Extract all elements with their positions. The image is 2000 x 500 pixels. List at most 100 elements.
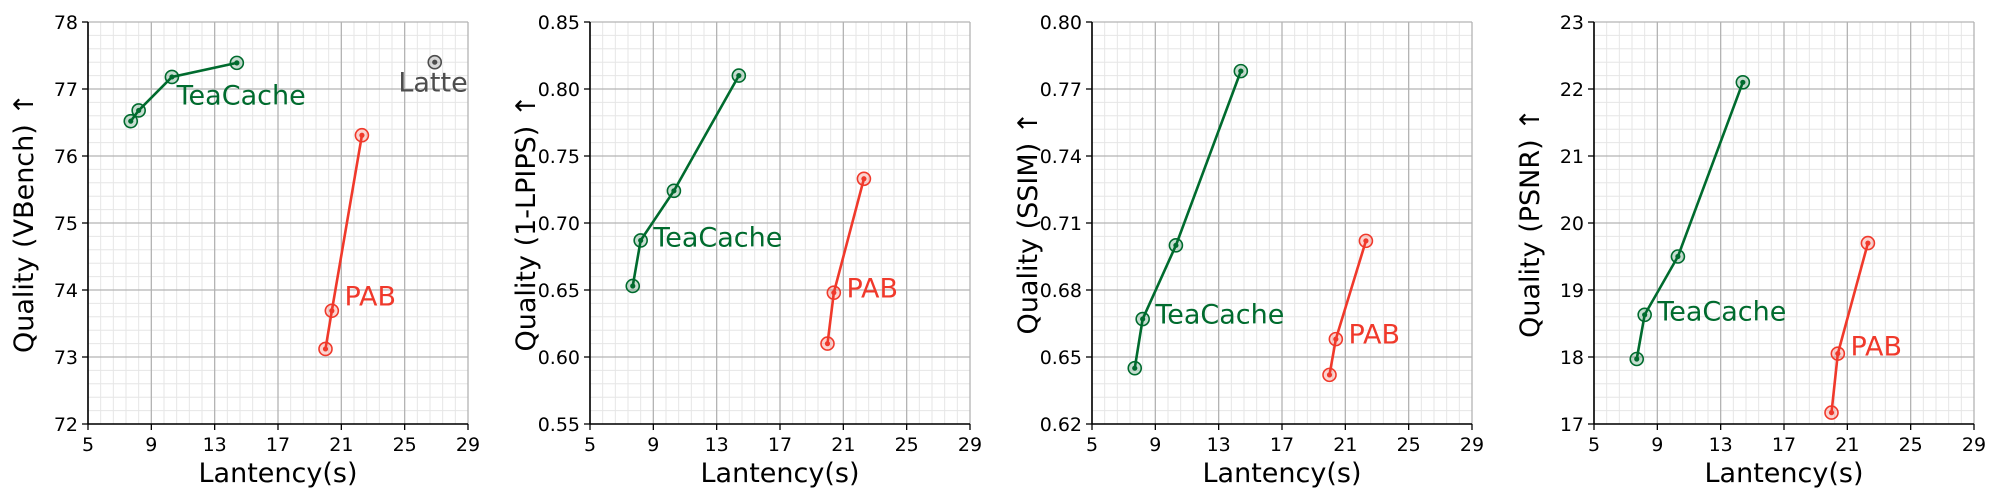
y-tick-label: 0.71	[1040, 213, 1082, 235]
data-point	[1328, 331, 1344, 347]
data-point	[229, 55, 245, 71]
data-point	[1830, 346, 1846, 361]
y-tick-label: 73	[54, 347, 78, 369]
data-point	[826, 285, 842, 300]
series-line-teacache	[1635, 81, 1745, 360]
data-point	[1860, 235, 1876, 251]
x-tick-label: 21	[329, 434, 353, 456]
series-label-teacache: TeaCache	[652, 223, 782, 254]
y-axis-title: Quality (1-LPIPS) ↑	[511, 95, 542, 352]
series-line-pab	[1830, 242, 1870, 413]
x-tick-label: 5	[1588, 434, 1600, 456]
x-tick-label: 29	[456, 434, 480, 456]
x-tick-label: 17	[1772, 434, 1796, 456]
series-pab	[820, 171, 872, 351]
x-tick-label: 25	[1899, 434, 1923, 456]
data-point-dot	[432, 59, 438, 65]
series-line-teacache	[631, 74, 740, 287]
y-tick-label: 0.55	[538, 414, 580, 436]
x-tick-label: 29	[1962, 434, 1986, 456]
series-teacache	[625, 68, 747, 294]
data-point	[1127, 360, 1143, 376]
y-tick-label: 0.68	[1040, 280, 1082, 302]
y-tick-label: 18	[1560, 347, 1584, 369]
x-tick-label: 5	[1086, 434, 1098, 456]
data-point-dot	[1675, 253, 1681, 260]
data-point	[427, 54, 443, 70]
series-pab	[318, 127, 370, 357]
x-tick-label: 5	[584, 434, 596, 456]
data-point-dot	[1865, 240, 1871, 246]
data-point-dot	[1740, 79, 1746, 85]
x-tick-label: 17	[768, 434, 792, 456]
data-point-dot	[1132, 365, 1138, 371]
y-tick-label: 23	[1560, 12, 1584, 34]
y-tick-label: 0.74	[1040, 146, 1082, 168]
grid	[1091, 21, 1473, 425]
x-tick-label: 13	[1207, 434, 1231, 456]
y-tick-label: 0.62	[1040, 414, 1082, 436]
x-tick-label: 29	[1460, 434, 1484, 456]
grid	[87, 21, 469, 425]
x-axis-title: Lantency(s)	[199, 458, 358, 489]
data-point-dot	[630, 283, 636, 289]
y-tick-label: 0.80	[1040, 12, 1082, 34]
x-tick-label: 13	[1709, 434, 1733, 456]
data-point	[1629, 351, 1645, 367]
y-tick-label: 21	[1560, 146, 1584, 168]
x-tick-label: 25	[393, 434, 417, 456]
series-pab	[1322, 233, 1374, 383]
x-tick-label: 9	[647, 434, 659, 456]
y-tick-label: 0.65	[538, 280, 580, 302]
y-tick-label: 76	[54, 146, 78, 168]
y-tick-label: 22	[1560, 79, 1584, 101]
chart-panel-3: 5 9 13 17 21 25 29 0.62 0.65 0.68 0.71 0.74 0.77 0.80…	[1013, 12, 1484, 489]
series-label-teacache: TeaCache	[176, 81, 306, 112]
data-point	[318, 341, 333, 357]
series-teacache	[1629, 75, 1751, 367]
y-axis-title: Quality (SSIM) ↑	[1013, 112, 1044, 335]
x-tick-label: 5	[82, 434, 94, 456]
y-tick-label: 74	[54, 280, 78, 302]
x-axis-title: Lantency(s)	[1705, 458, 1864, 489]
x-tick-label: 21	[831, 434, 855, 456]
series-label-teacache: TeaCache	[1154, 300, 1284, 331]
y-axis-title: Quality (VBench) ↑	[9, 93, 40, 353]
series-line-pab	[826, 178, 866, 344]
y-tick-label: 19	[1560, 280, 1584, 302]
data-point	[164, 69, 180, 85]
data-point	[354, 127, 370, 143]
x-tick-label: 17	[1270, 434, 1294, 456]
grid	[1593, 21, 1975, 425]
x-axis-title: Lantency(s)	[701, 458, 860, 489]
series-latte	[427, 54, 443, 70]
x-tick-label: 17	[266, 434, 290, 456]
data-point	[1358, 233, 1374, 249]
data-point	[1637, 307, 1652, 323]
series-teacache	[1127, 63, 1249, 376]
data-point	[1168, 238, 1184, 253]
data-point-dot	[638, 237, 644, 244]
data-point-dot	[1363, 238, 1369, 244]
y-tick-label: 0.65	[1040, 347, 1082, 369]
data-point-dot	[329, 308, 335, 314]
grid	[589, 21, 971, 425]
y-tick-label: 0.77	[1040, 79, 1082, 101]
data-point-dot	[359, 132, 365, 138]
chart-panel-4: 5 9 13 17 21 25 29 17 18 19 20 21 22 23 Lantency(s) Qua…	[1515, 12, 1986, 489]
data-point-dot	[169, 74, 175, 80]
series-label-latte: Latte	[398, 67, 467, 98]
data-point-dot	[1326, 372, 1333, 378]
data-point-dot	[128, 118, 134, 124]
data-point	[1233, 63, 1249, 79]
x-tick-label: 25	[1397, 434, 1421, 456]
x-tick-label: 13	[203, 434, 227, 456]
data-point	[856, 171, 872, 187]
series-pab	[1824, 235, 1876, 420]
data-point-dot	[1238, 68, 1244, 74]
x-tick-label: 9	[1149, 434, 1161, 456]
data-point	[324, 303, 340, 319]
x-tick-label: 29	[958, 434, 982, 456]
data-point	[1824, 405, 1839, 420]
y-tick-label: 0.60	[538, 347, 580, 369]
